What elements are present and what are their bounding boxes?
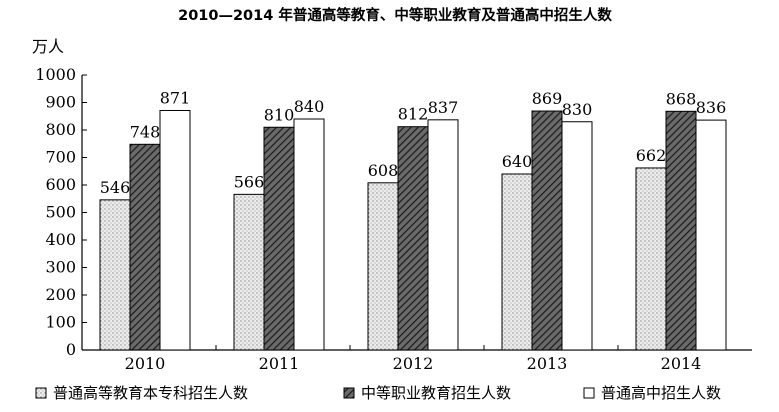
y-tick-label: 500 [45, 203, 76, 222]
data-label: 836 [696, 98, 727, 117]
y-tick-label: 300 [45, 258, 76, 277]
x-tick-label: 2010 [125, 354, 166, 373]
x-tick-label: 2012 [393, 354, 434, 373]
data-label: 608 [368, 161, 399, 180]
data-label: 662 [636, 146, 667, 165]
x-tick-label: 2013 [527, 354, 568, 373]
bar [293, 118, 325, 351]
legend-swatch [35, 387, 47, 399]
bar [233, 193, 265, 351]
legend-label: 中等职业教育招生人数 [361, 384, 511, 402]
y-tick-label: 0 [66, 340, 76, 359]
data-label: 837 [428, 98, 459, 117]
bar [263, 126, 295, 351]
data-label: 812 [398, 105, 429, 124]
legend-swatch [343, 387, 355, 399]
data-label: 871 [160, 88, 191, 107]
y-axis-label: 万人 [32, 37, 64, 56]
bar [501, 173, 533, 351]
bar [129, 143, 161, 351]
data-label: 869 [532, 89, 563, 108]
y-tick-label: 200 [45, 285, 76, 304]
y-tick-label: 900 [45, 93, 76, 112]
y-tick-label: 700 [45, 148, 76, 167]
data-label: 566 [234, 172, 265, 191]
legend-swatch [583, 387, 595, 399]
data-label: 868 [666, 89, 697, 108]
data-label: 546 [100, 178, 131, 197]
legend-label: 普通高中招生人数 [601, 384, 721, 402]
bar [427, 119, 459, 351]
bar [531, 110, 563, 351]
data-label: 810 [264, 105, 295, 124]
data-label: 840 [294, 97, 325, 116]
x-tick-label: 2014 [661, 354, 702, 373]
y-tick-label: 100 [45, 313, 76, 332]
bar [159, 109, 191, 351]
bar [397, 126, 429, 351]
data-label: 830 [562, 100, 593, 119]
legend: 普通高等教育本专科招生人数 中等职业教育招生人数 普通高中招生人数 [35, 384, 721, 402]
y-tick-label: 400 [45, 230, 76, 249]
bar [561, 121, 593, 351]
x-tick-label: 2011 [259, 354, 300, 373]
bar [99, 199, 131, 351]
y-tick-label: 600 [45, 175, 76, 194]
y-tick-label: 800 [45, 120, 76, 139]
chart-title: 2010—2014 年普通高等教育、中等职业教育及普通高中招生人数 [178, 6, 612, 24]
data-label: 748 [130, 122, 161, 141]
bar [635, 167, 667, 351]
bar [367, 182, 399, 351]
bar [665, 110, 697, 351]
y-tick-label: 1000 [35, 65, 76, 84]
legend-label: 普通高等教育本专科招生人数 [53, 384, 248, 402]
plot-area: 0 100 200 300 400 500 600 700 800 900 1000 546 748 87… [35, 65, 752, 373]
bar [695, 119, 727, 351]
data-label: 640 [502, 152, 533, 171]
